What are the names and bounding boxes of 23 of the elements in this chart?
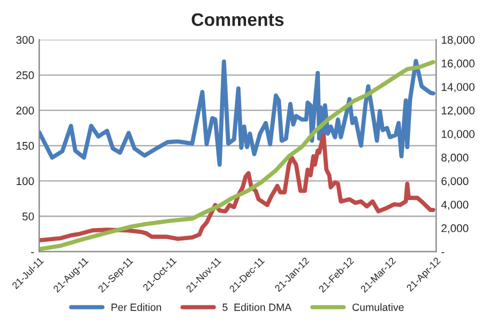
- line-series: [39, 132, 436, 242]
- chart-title: Comments: [192, 13, 284, 26]
- y-tick-label: 250: [16, 71, 34, 80]
- y2-tick-label: 10,000: [442, 130, 475, 140]
- y-tick-label: -: [31, 252, 34, 254]
- y-tick-label: 100: [16, 177, 34, 186]
- line-series: [39, 58, 436, 167]
- y2-tick-label: 4,000: [441, 200, 468, 210]
- y2-tick-label: 14,000: [442, 83, 475, 92]
- y-tick-label: 300: [16, 36, 34, 44]
- y2-tick-label: 6,000: [442, 177, 468, 186]
- y2-tick-label: 2,000: [442, 224, 468, 234]
- y2-tick-label: 18,000: [442, 36, 475, 46]
- legend-label: Cumulative: [352, 303, 404, 311]
- y2-tick-label: 16,000: [442, 60, 475, 69]
- legend-label: Per Edition: [112, 303, 162, 311]
- y-tick-label: 150: [16, 142, 34, 150]
- y-tick-label: 200: [16, 106, 34, 114]
- y2-tick-label: -: [441, 252, 444, 254]
- legend-label: 5 Edition DMA: [222, 303, 292, 311]
- y2-tick-label: 8,000: [441, 154, 468, 163]
- y2-tick-label: 12,000: [442, 106, 475, 116]
- y-tick-label: 50: [22, 212, 34, 220]
